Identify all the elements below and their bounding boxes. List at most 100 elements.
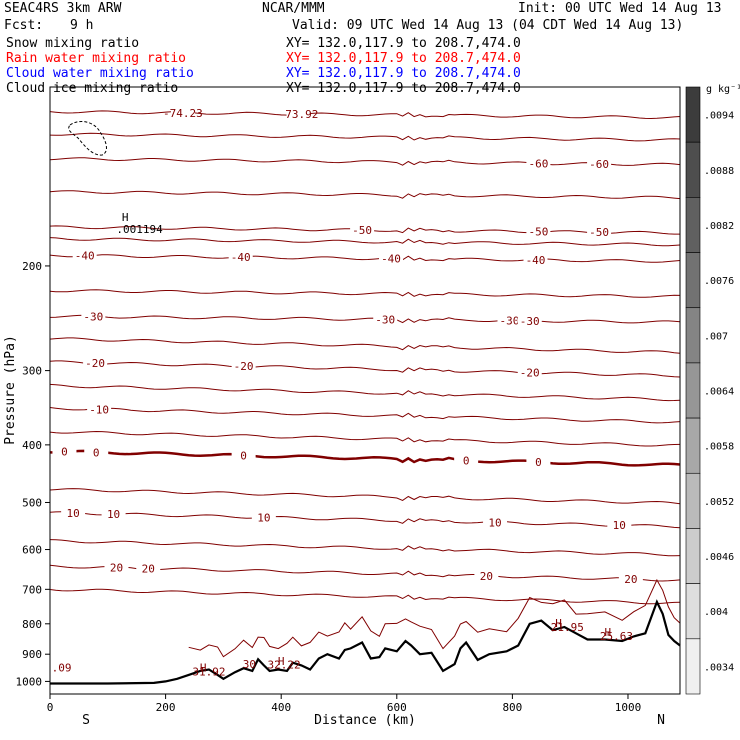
- isotherm-label: -40: [75, 250, 95, 263]
- field-snow-xy: XY= 132.0,117.9 to 208.7,474.0: [286, 36, 521, 51]
- isotherm-label-bg: [497, 314, 522, 327]
- isotherm-label: 0: [240, 450, 247, 463]
- colorbar-cell: [685, 362, 701, 419]
- terrain-profile: [50, 599, 681, 694]
- isotherm-label-bg: [523, 254, 548, 267]
- colorbar-label: .0034: [704, 662, 734, 673]
- colorbar-cell: [685, 638, 701, 695]
- y-tick-label: 900: [22, 648, 42, 661]
- isotherm-label: 20: [624, 573, 637, 586]
- rain-water-contours: [188, 578, 681, 658]
- isotherm-line: [49, 511, 681, 529]
- isotherm-label-bg: [526, 157, 551, 170]
- annotation-label: 25.63: [600, 630, 633, 643]
- isotherm-label-bg: [231, 449, 256, 462]
- isotherm-label-bg: [87, 403, 112, 416]
- colorbar-label: .007: [704, 331, 728, 342]
- colorbar-cell: [685, 417, 701, 474]
- isotherm-label-bg: [104, 561, 129, 574]
- fcst-label: Fcst:: [4, 18, 43, 33]
- isotherm-label-bg: [101, 508, 126, 521]
- isotherm-line: [49, 449, 681, 467]
- isotherm-label: -73.92: [279, 108, 319, 121]
- x-tick-label: 1000: [615, 701, 642, 714]
- x-tick-label: 200: [156, 701, 176, 714]
- isotherm-label: -50: [589, 226, 609, 239]
- isotherm-line: [49, 289, 681, 298]
- isotherm-line: [49, 314, 681, 324]
- annotation-label: 32.22: [268, 659, 301, 672]
- annotation-label: H: [555, 617, 562, 630]
- colorbar-cell: [685, 307, 701, 364]
- isotherm-label-bg: [81, 310, 106, 323]
- y-tick-label: 500: [22, 496, 42, 509]
- isotherm-label: 20: [142, 562, 155, 575]
- isotherm-line: [49, 588, 681, 605]
- colorbar-cell: [685, 472, 701, 529]
- colorbar-cell: [685, 86, 701, 143]
- isotherm-label-bg: [350, 223, 375, 236]
- isotherm-label-bg: [170, 106, 195, 119]
- rain-contour: [188, 578, 681, 658]
- y-tick-label: 600: [22, 544, 42, 557]
- isotherm-label-bg: [607, 519, 632, 532]
- field-cloud-ice-name: Cloud ice mixing ratio: [6, 81, 178, 96]
- x-tick-label: 400: [271, 701, 291, 714]
- annotation-label: .001194: [116, 223, 163, 236]
- isotherm-line: [49, 237, 681, 247]
- colorbar-label: .0052: [704, 497, 734, 508]
- isotherm-label: 10: [66, 507, 79, 520]
- x-tick-label: 600: [387, 701, 407, 714]
- field-cloud-water-name: Cloud water mixing ratio: [6, 66, 194, 81]
- field-rain-xy: XY= 132.0,117.9 to 208.7,474.0: [286, 51, 521, 66]
- field-cloud-ice-xy: XY= 132.0,117.9 to 208.7,474.0: [286, 81, 521, 96]
- y-tick-label: 300: [22, 365, 42, 378]
- isotherm-line: [49, 430, 681, 447]
- field-snow-name: Snow mixing ratio: [6, 36, 139, 51]
- isotherm-label: 10: [257, 511, 270, 524]
- isotherm-label: -30: [375, 313, 395, 326]
- isotherm-line: [49, 157, 681, 166]
- isotherm-label-bg: [618, 573, 643, 586]
- isotherm-label-bg: [379, 252, 404, 265]
- isotherm-line: [49, 337, 681, 354]
- x-tick-label: 800: [502, 701, 522, 714]
- colorbar-label: .0082: [704, 221, 734, 232]
- isotherm-label: -50: [528, 226, 548, 239]
- isotherm-label-bg: [587, 226, 612, 239]
- south-end-label: S: [82, 713, 90, 728]
- valid-time: Valid: 09 UTC Wed 14 Aug 13 (04 CDT Wed …: [292, 18, 683, 33]
- isotherm-label-bg: [228, 251, 253, 264]
- annotation-label: H: [200, 661, 207, 674]
- isotherm-label-bg: [84, 446, 109, 459]
- terrain-line: [50, 599, 681, 685]
- isotherm-label-bg: [251, 511, 276, 524]
- isotherm-label: 10: [488, 516, 501, 529]
- colorbar-label: .0088: [704, 166, 734, 177]
- isotherm-line: [49, 539, 681, 557]
- isotherm-line: [49, 254, 681, 263]
- field-rain-name: Rain water mixing ratio: [6, 51, 186, 66]
- isotherm-label-bg: [231, 360, 256, 373]
- isotherm-line: [49, 488, 681, 505]
- isotherm-label: 0: [535, 456, 542, 469]
- isotherm-label: -40: [526, 254, 546, 267]
- colorbar: .0094 .0088 .0082 .0076 .007 .0064 .0058 .0052.…: [685, 86, 734, 695]
- annotation-label: 30: [243, 658, 256, 671]
- isotherm-label: -10: [89, 403, 109, 416]
- plot-frame: [49, 86, 681, 695]
- field-cloud-water-xy: XY= 132.0,117.9 to 208.7,474.0: [286, 66, 521, 81]
- isotherm-label: 10: [613, 519, 626, 532]
- isotherm-label-bg: [526, 225, 551, 238]
- annotation-label: H: [122, 211, 129, 224]
- isotherm-label: 10: [107, 508, 120, 521]
- isotherm-labels: -74.23 -73.92 -60 -60 -50 -50 -50 -40 -40 -40 -40 -…: [52, 106, 643, 586]
- isotherm-lines: [49, 110, 681, 605]
- colorbar-label: .004: [704, 607, 728, 618]
- colorbar-cell: [685, 197, 701, 253]
- plot-background: [50, 87, 680, 694]
- isotherm-label-bg: [517, 366, 542, 379]
- isotherm-label-bg: [72, 249, 97, 262]
